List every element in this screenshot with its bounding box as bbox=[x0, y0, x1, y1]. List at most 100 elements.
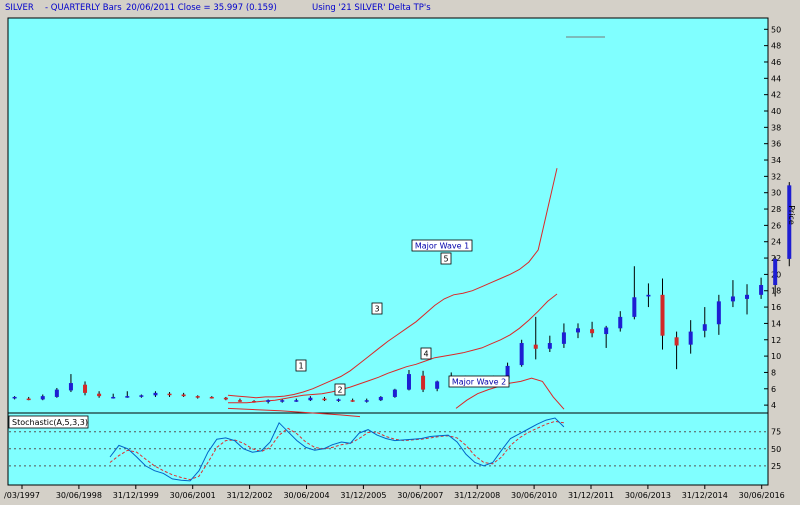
price-bar[interactable] bbox=[252, 400, 257, 403]
price-bar[interactable] bbox=[561, 323, 566, 348]
price-bar[interactable] bbox=[308, 396, 313, 402]
price-tick-label: 40 bbox=[771, 107, 781, 116]
price-tick-label: 32 bbox=[771, 172, 781, 181]
price-tick-label: 42 bbox=[771, 91, 781, 100]
major-wave-1-label: Major Wave 1 bbox=[411, 239, 473, 252]
price-tick-label: 24 bbox=[771, 238, 781, 247]
price-bar[interactable] bbox=[68, 374, 73, 393]
price-bar[interactable] bbox=[759, 277, 764, 299]
price-tick-label: 44 bbox=[771, 74, 781, 83]
price-bar[interactable] bbox=[519, 339, 524, 367]
price-bar[interactable] bbox=[26, 396, 31, 401]
price-bar[interactable] bbox=[730, 280, 735, 308]
projection-line bbox=[455, 377, 565, 410]
price-bar[interactable] bbox=[54, 387, 59, 398]
date-tick-label: 31/12/2014 bbox=[682, 491, 728, 500]
svg-text:1: 1 bbox=[298, 362, 303, 371]
price-tick-label: 4 bbox=[771, 401, 776, 410]
price-tick-label: 50 bbox=[771, 25, 781, 34]
price-bar[interactable] bbox=[83, 381, 88, 396]
price-bar[interactable] bbox=[336, 398, 341, 402]
price-tick-label: 48 bbox=[771, 42, 781, 51]
price-bar[interactable] bbox=[576, 323, 580, 339]
date-close-readout: 20/06/2011 Close = 35.997 (0.159) bbox=[126, 3, 277, 13]
price-bar[interactable] bbox=[12, 396, 17, 400]
date-tick-label: 31/12/1999 bbox=[113, 491, 159, 500]
price-bar[interactable] bbox=[604, 325, 609, 348]
price-tick-label: 8 bbox=[771, 368, 776, 377]
price-bar[interactable] bbox=[392, 388, 397, 398]
price-bar[interactable] bbox=[237, 398, 242, 402]
price-bar[interactable] bbox=[787, 182, 792, 267]
stochastic-tick-label: 50 bbox=[771, 445, 781, 454]
price-bar[interactable] bbox=[350, 398, 355, 402]
instrument-name: SILVER bbox=[5, 3, 34, 13]
upper-channel-line bbox=[227, 168, 558, 399]
date-tick-label: 30/06/2004 bbox=[283, 491, 329, 500]
price-bar[interactable] bbox=[181, 392, 186, 397]
price-bar[interactable] bbox=[167, 392, 172, 397]
price-bar[interactable] bbox=[660, 278, 665, 350]
price-bar[interactable] bbox=[547, 335, 552, 353]
svg-text:Major Wave 1: Major Wave 1 bbox=[415, 242, 469, 251]
price-tick-label: 18 bbox=[771, 287, 781, 296]
svg-text:5: 5 bbox=[443, 255, 448, 264]
price-tick-label: 34 bbox=[771, 156, 781, 165]
price-bar[interactable] bbox=[435, 380, 440, 392]
stochastic-tick-label: 25 bbox=[771, 462, 781, 471]
wave-3-label: 3 bbox=[371, 302, 383, 315]
price-tick-label: 6 bbox=[771, 385, 776, 394]
price-bar[interactable] bbox=[632, 266, 637, 320]
price-bar[interactable] bbox=[280, 399, 285, 403]
price-bar[interactable] bbox=[139, 394, 144, 398]
stochastic-label: Stochastic(A,5,3,3) bbox=[8, 415, 89, 429]
price-bar[interactable] bbox=[745, 284, 750, 315]
date-tick-label: 30/06/2001 bbox=[170, 491, 216, 500]
price-bar[interactable] bbox=[111, 393, 116, 399]
price-bar[interactable] bbox=[378, 396, 383, 402]
svg-text:4: 4 bbox=[423, 350, 428, 359]
date-tick-label: 31/12/2005 bbox=[340, 491, 386, 500]
price-bar[interactable] bbox=[209, 396, 214, 399]
price-bar[interactable] bbox=[702, 307, 707, 338]
price-tick-label: 26 bbox=[771, 221, 781, 230]
date-tick-label: 31/12/2002 bbox=[227, 491, 273, 500]
price-bar[interactable] bbox=[125, 391, 130, 398]
price-bar[interactable] bbox=[646, 283, 651, 308]
price-bar[interactable] bbox=[590, 321, 595, 338]
price-tick-label: 46 bbox=[771, 58, 781, 67]
price-bar[interactable] bbox=[195, 395, 200, 399]
price-tick-label: 16 bbox=[771, 303, 781, 312]
price-bar[interactable] bbox=[406, 369, 411, 391]
price-bar[interactable] bbox=[716, 294, 721, 335]
price-bar[interactable] bbox=[40, 394, 45, 401]
svg-text:2: 2 bbox=[337, 386, 342, 395]
price-tick-label: 28 bbox=[771, 205, 781, 214]
price-panel[interactable] bbox=[7, 17, 769, 414]
stochastic-title: Stochastic(A,5,3,3) bbox=[12, 418, 88, 427]
price-bar[interactable] bbox=[322, 396, 327, 402]
date-tick-label: 30/06/1998 bbox=[56, 491, 102, 500]
price-bar[interactable] bbox=[533, 316, 538, 360]
price-bar[interactable] bbox=[97, 391, 102, 398]
price-tick-label: 12 bbox=[771, 336, 781, 345]
wave-2-label: 2 bbox=[334, 383, 346, 396]
price-bar[interactable] bbox=[364, 398, 369, 403]
price-bar[interactable] bbox=[773, 256, 778, 297]
price-bar[interactable] bbox=[223, 396, 228, 401]
date-tick-label: /03/1997 bbox=[4, 491, 40, 500]
price-bar[interactable] bbox=[294, 398, 299, 402]
price-bar[interactable] bbox=[266, 399, 271, 404]
lower-channel-line bbox=[228, 293, 558, 404]
date-tick-label: 31/12/2008 bbox=[454, 491, 500, 500]
price-bar[interactable] bbox=[688, 320, 693, 354]
price-bar[interactable] bbox=[618, 311, 623, 332]
bar-period: - QUARTERLY Bars bbox=[45, 3, 122, 13]
price-bar[interactable] bbox=[674, 331, 679, 370]
price-axis-title: Price bbox=[787, 205, 796, 225]
price-bar[interactable] bbox=[421, 370, 426, 393]
wave-4-label: 4 bbox=[420, 347, 432, 360]
price-bar[interactable] bbox=[153, 391, 158, 397]
